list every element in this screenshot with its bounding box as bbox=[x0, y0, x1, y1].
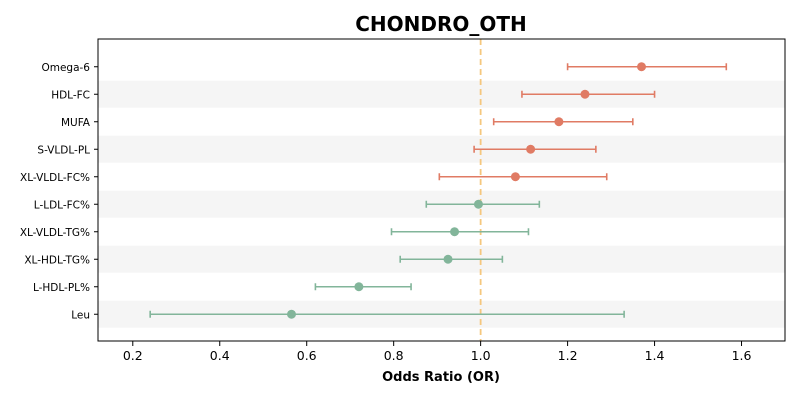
x-tick-label: 0.2 bbox=[123, 348, 143, 363]
x-tick-label: 0.6 bbox=[297, 348, 317, 363]
y-tick-label: XL-VLDL-FC% bbox=[20, 172, 90, 184]
y-tick-label: HDL-FC bbox=[51, 89, 90, 101]
x-axis-label: Odds Ratio (OR) bbox=[382, 370, 500, 385]
y-tick-label: Leu bbox=[71, 309, 90, 321]
row-marker bbox=[314, 282, 412, 292]
or-point bbox=[286, 309, 296, 319]
or-point bbox=[510, 172, 520, 182]
or-point bbox=[450, 227, 460, 237]
or-point bbox=[354, 282, 364, 292]
row-marker bbox=[390, 227, 530, 237]
row-marker bbox=[399, 254, 504, 264]
or-point bbox=[473, 199, 483, 209]
or-point bbox=[637, 62, 647, 72]
y-tick-label: S-VLDL-PL bbox=[37, 144, 90, 156]
or-point bbox=[526, 144, 536, 154]
y-tick-label: L-HDL-PL% bbox=[33, 282, 90, 294]
or-point bbox=[443, 254, 453, 264]
x-tick-label: 1.2 bbox=[558, 348, 578, 363]
row-marker bbox=[149, 309, 625, 319]
y-tick-label: Omega-6 bbox=[41, 62, 90, 74]
or-point bbox=[580, 89, 590, 99]
row-marker bbox=[566, 62, 728, 72]
x-tick-label: 1.0 bbox=[471, 348, 491, 363]
data-marks bbox=[149, 62, 728, 319]
y-tick-label: MUFA bbox=[61, 117, 91, 129]
y-tick-label: L-LDL-FC% bbox=[34, 199, 90, 211]
y-tick-label: XL-VLDL-TG% bbox=[20, 227, 90, 239]
row-band bbox=[98, 135, 785, 163]
x-tick-label: 0.4 bbox=[210, 348, 230, 363]
x-tick-label: 0.8 bbox=[384, 348, 404, 363]
row-marker bbox=[521, 89, 656, 99]
row-marker bbox=[425, 199, 541, 209]
x-tick-label: 1.4 bbox=[645, 348, 665, 363]
plot-frame bbox=[97, 38, 786, 342]
or-point bbox=[554, 117, 564, 127]
row-marker bbox=[438, 172, 608, 182]
x-tick-labels: 0.2 0.4 0.6 0.8 1.0 1.2 1.4 1.6 bbox=[123, 341, 752, 363]
y-tick-labels: Omega-6 HDL-FC MUFA S-VLDL-PL XL-VLDL-FC% L-L… bbox=[20, 62, 98, 321]
row-marker bbox=[492, 117, 634, 127]
row-marker bbox=[473, 144, 597, 154]
row-band bbox=[98, 80, 785, 108]
y-tick-label: XL-HDL-TG% bbox=[24, 254, 90, 266]
x-tick-label: 1.6 bbox=[732, 348, 752, 363]
chart-title: CHONDRO_OTH bbox=[355, 12, 527, 36]
